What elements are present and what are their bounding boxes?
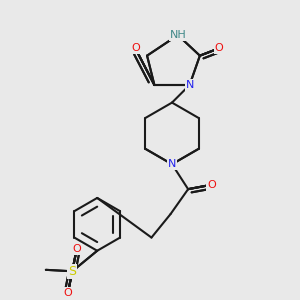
Text: S: S (68, 265, 76, 278)
Text: O: O (72, 244, 81, 254)
Text: S: S (68, 265, 76, 278)
Text: NH: NH (169, 30, 186, 40)
Text: N: N (168, 159, 176, 169)
Text: N: N (185, 80, 194, 90)
Text: O: O (131, 43, 140, 53)
Text: O: O (207, 180, 216, 190)
Text: O: O (214, 43, 223, 53)
Text: O: O (64, 288, 72, 298)
